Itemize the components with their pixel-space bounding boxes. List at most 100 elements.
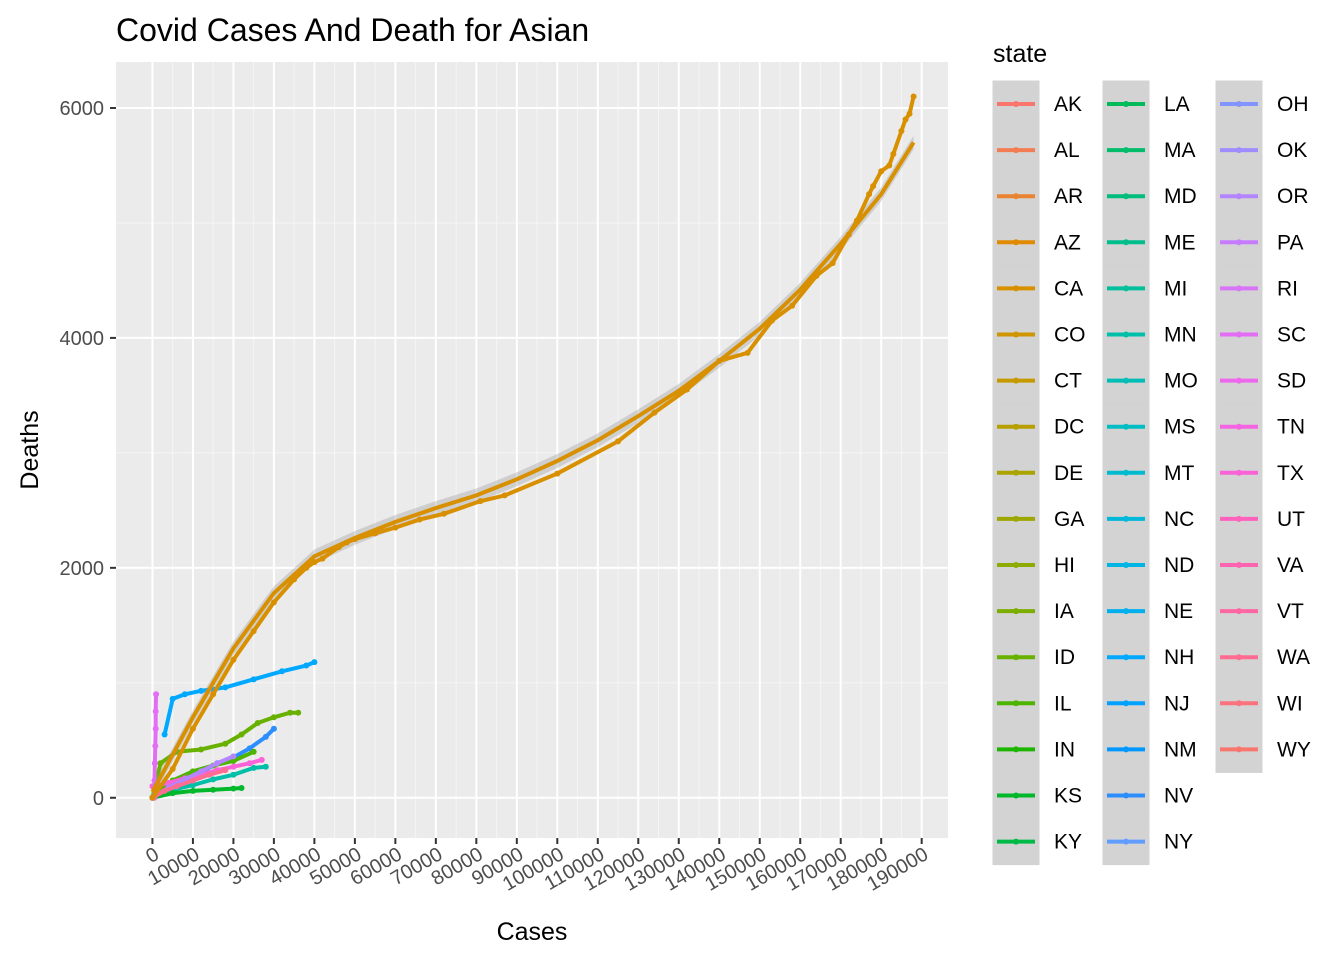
data-point-NH xyxy=(303,662,310,669)
legend-key-point-WA xyxy=(1236,654,1242,661)
legend-label-UT: UT xyxy=(1277,508,1305,531)
data-point-CA xyxy=(878,168,885,175)
y-tick-label: 0 xyxy=(93,788,104,810)
legend-label-SD: SD xyxy=(1277,370,1306,393)
data-point-SC xyxy=(152,743,159,750)
legend-key-point-TN xyxy=(1236,423,1242,430)
legend-label-MD: MD xyxy=(1164,185,1197,208)
data-point-MN xyxy=(230,771,237,778)
data-point-NV xyxy=(270,725,277,732)
legend-label-SC: SC xyxy=(1277,324,1306,347)
legend-label-KS: KS xyxy=(1054,785,1082,808)
data-point-NH xyxy=(198,687,205,694)
data-point-SC xyxy=(153,691,160,698)
data-point-CA xyxy=(744,349,751,356)
legend-label-OH: OH xyxy=(1277,93,1309,116)
legend-label-OR: OR xyxy=(1277,185,1309,208)
legend: AK AL AR AZ CA CO CT DC DE GA HI IA ID IL IN KS KY LA MA MD… xyxy=(992,80,1311,866)
legend-key-point-RI xyxy=(1236,285,1242,292)
legend-label-NC: NC xyxy=(1164,508,1194,531)
data-point-CA xyxy=(477,498,484,505)
y-tick-label: 4000 xyxy=(60,328,105,350)
data-point-IL xyxy=(230,757,237,764)
data-marks xyxy=(149,93,917,801)
data-point-CA xyxy=(898,127,905,134)
data-point-CA xyxy=(189,725,196,732)
data-point-ID xyxy=(198,746,205,753)
legend-key-point-LA xyxy=(1123,101,1129,107)
data-point-NV xyxy=(246,745,253,752)
data-point-ID xyxy=(222,740,229,747)
data-point-NH xyxy=(169,695,176,702)
legend-label-NH: NH xyxy=(1164,646,1194,669)
legend-key-point-NH xyxy=(1123,654,1129,661)
legend-key-point-PA xyxy=(1236,239,1242,246)
data-point-WA xyxy=(189,777,196,784)
data-point-CA xyxy=(392,524,399,531)
y-axis-title: Deaths xyxy=(16,410,44,489)
legend-label-NY: NY xyxy=(1164,831,1193,854)
legend-label-OK: OK xyxy=(1277,139,1307,162)
legend-key-point-AK xyxy=(1013,101,1019,107)
data-point-CA xyxy=(501,492,508,499)
data-point-WA xyxy=(206,771,213,778)
legend-key-point-NE xyxy=(1123,608,1129,615)
data-point-CA xyxy=(250,628,257,635)
data-point-NH xyxy=(311,659,318,666)
data-point-ID xyxy=(238,731,245,738)
legend-label-AR: AR xyxy=(1054,185,1083,208)
data-point-CA xyxy=(829,260,836,267)
legend-label-MA: MA xyxy=(1164,139,1196,162)
data-point-CA xyxy=(902,116,909,123)
legend-key-point-MO xyxy=(1123,377,1129,384)
legend-label-IN: IN xyxy=(1054,738,1075,761)
legend-key-point-MD xyxy=(1123,193,1129,200)
legend-label-AZ: AZ xyxy=(1054,231,1081,254)
legend-key-point-MS xyxy=(1123,423,1129,430)
data-point-CA xyxy=(615,438,622,445)
legend-label-NM: NM xyxy=(1164,738,1197,761)
legend-label-IA: IA xyxy=(1054,600,1074,623)
legend-label-ND: ND xyxy=(1164,554,1194,577)
legend-label-KY: KY xyxy=(1054,831,1082,854)
data-point-KS xyxy=(238,784,245,791)
legend-label-TN: TN xyxy=(1277,416,1305,439)
legend-key-point-WI xyxy=(1236,700,1242,707)
data-point-CA xyxy=(210,691,217,698)
legend-label-MT: MT xyxy=(1164,462,1194,485)
data-point-CA xyxy=(890,150,897,157)
series-CA-band xyxy=(152,135,914,799)
data-point-WA xyxy=(222,767,229,774)
plot-panel xyxy=(116,62,948,838)
data-point-ID xyxy=(287,709,294,716)
data-point-CA xyxy=(886,162,893,169)
data-point-CA xyxy=(554,470,561,477)
data-point-ID xyxy=(295,709,302,716)
data-point-NH xyxy=(161,731,168,738)
legend-key-point-MI xyxy=(1123,285,1129,292)
legend-key-point-IN xyxy=(1013,746,1019,753)
data-point-CA xyxy=(870,183,877,190)
legend-key-point-NJ xyxy=(1123,700,1129,707)
data-point-IL xyxy=(250,748,257,755)
data-point-NH xyxy=(181,691,188,698)
legend-key-point-KS xyxy=(1013,792,1019,799)
data-point-TX xyxy=(246,760,253,767)
legend-label-ID: ID xyxy=(1054,646,1075,669)
legend-key-point-IL xyxy=(1013,700,1019,707)
legend-key-point-NY xyxy=(1123,838,1129,845)
legend-key-point-HI xyxy=(1013,562,1019,568)
data-point-KS xyxy=(230,785,237,792)
legend-key-point-OR xyxy=(1236,193,1242,200)
legend-label-MN: MN xyxy=(1164,324,1197,347)
legend-key-point-AL xyxy=(1013,147,1019,154)
data-point-CA xyxy=(311,559,318,566)
data-point-TX xyxy=(165,779,172,786)
data-point-NH xyxy=(222,684,229,691)
legend-label-MO: MO xyxy=(1164,370,1198,393)
legend-label-NV: NV xyxy=(1164,785,1193,808)
legend-key-point-ME xyxy=(1123,239,1129,246)
data-point-ID xyxy=(270,714,277,721)
legend-key-point-NC xyxy=(1123,515,1129,522)
data-point-CA xyxy=(906,110,913,117)
